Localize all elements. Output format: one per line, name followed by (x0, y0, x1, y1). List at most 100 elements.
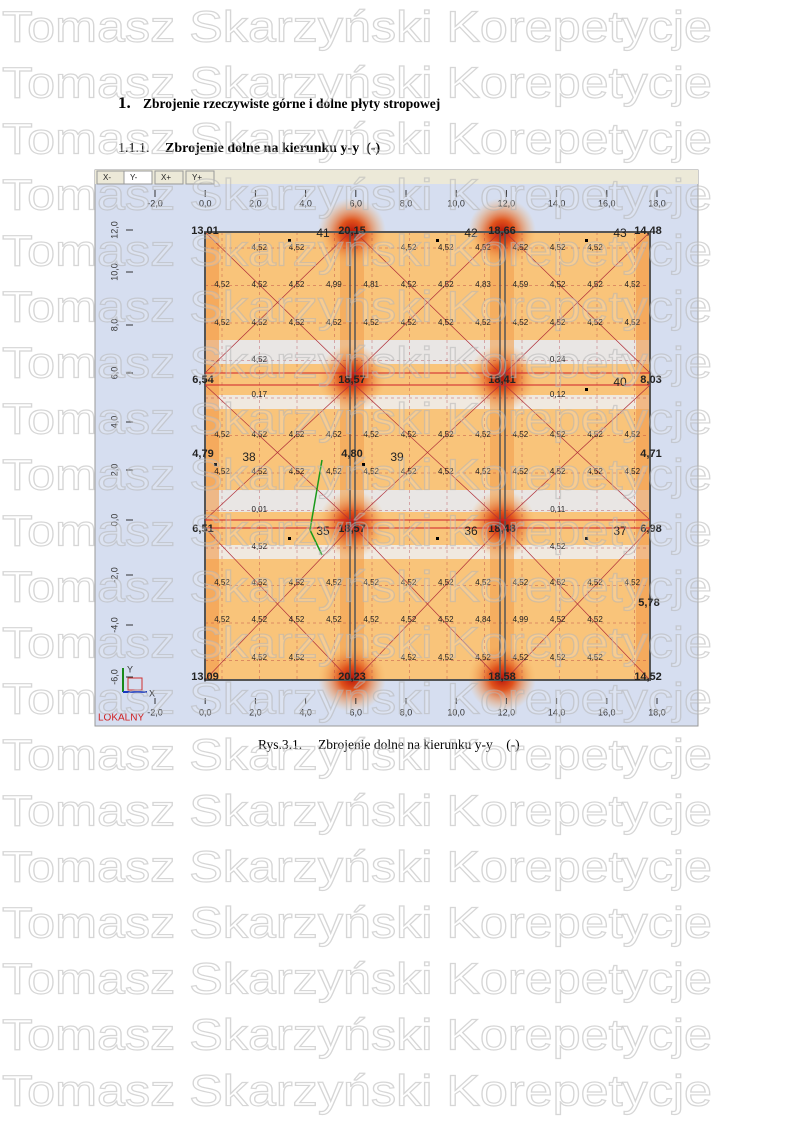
cell-value: 4,52 (252, 615, 268, 624)
node-value: 4,79 (192, 448, 213, 460)
x-axis-label: 18,0 (648, 198, 666, 208)
axis-box (127, 677, 143, 691)
cell-value: 4,52 (289, 318, 305, 327)
watermark: Tomasz Skarzyński Korepetycje (2, 283, 712, 332)
tab (154, 170, 184, 185)
cell-value: 4,52 (214, 280, 230, 289)
cell-value: 4,52 (401, 467, 417, 476)
node-value: 4,71 (640, 448, 661, 460)
x-axis-label: 6,0 (350, 198, 363, 208)
mesh-line (504, 384, 651, 521)
cell-value: 4,52 (252, 578, 268, 587)
cell-value: 4,52 (438, 243, 454, 252)
cell-value: 4,99 (513, 615, 529, 624)
cell-value: 4,52 (252, 653, 268, 662)
cell-value: 4,52 (550, 653, 566, 662)
cell-value: 4,52 (438, 467, 454, 476)
node-value: 5,78 (638, 597, 659, 609)
node-marker (288, 239, 291, 242)
mesh-line (204, 384, 351, 521)
node-number: 41 (316, 226, 330, 240)
x-axis-label: -2,0 (147, 198, 163, 208)
node-number: 37 (613, 524, 627, 538)
cell-value: 4,52 (289, 280, 305, 289)
x-axis-label: 4,0 (299, 707, 312, 717)
cell-value: 4,52 (252, 542, 268, 551)
cell-value: 4,52 (587, 653, 603, 662)
watermark: Tomasz Skarzyński Korepetycje (2, 1011, 712, 1060)
cell-value: 4,52 (363, 615, 379, 624)
x-axis-label: 10,0 (447, 198, 465, 208)
y-axis-label: -2,0 (109, 567, 119, 583)
cell-value: 4,52 (550, 615, 566, 624)
subheading-title: Zbrojenie dolne na kierunku y-y (-) (165, 141, 381, 156)
cell-value: 4,52 (513, 467, 529, 476)
cell-value: 4,52 (513, 318, 529, 327)
x-axis-label: 16,0 (598, 707, 616, 717)
figure: Y X LOKALNY X- Y- X+ Y+ -2,0 -2,0 0,0 0,0 2,0 2,0… (94, 169, 699, 727)
cell-value: 4,52 (214, 318, 230, 327)
axis-x-label: X (149, 688, 155, 698)
node-value: 18,57 (338, 523, 366, 535)
cell-value: 4,52 (252, 430, 268, 439)
watermark-layer: Tomasz Skarzyński Korepetycje Tomasz Skar… (1, 2, 712, 1116)
node-number: 38 (242, 450, 256, 464)
band (205, 545, 650, 559)
node-number: 42 (464, 226, 478, 240)
cell-value: 4,52 (475, 653, 491, 662)
watermark: Tomasz Skarzyński Korepetycje (2, 171, 712, 220)
cell-value: 4,52 (475, 430, 491, 439)
cell-value: 4,52 (625, 280, 641, 289)
watermark: Tomasz Skarzyński Korepetycje (2, 395, 712, 444)
mesh-line (354, 231, 501, 374)
node-marker (436, 537, 439, 540)
y-axis-label: 4,0 (109, 416, 119, 429)
cell-value: 4,52 (550, 318, 566, 327)
watermark: Tomasz Skarzyński Korepetycje (2, 675, 712, 724)
cell-value: 4,52 (326, 615, 342, 624)
cell-value: 4,52 (326, 578, 342, 587)
section-line (309, 459, 323, 556)
x-axis-label: -2,0 (147, 707, 163, 717)
cell-value: 4,52 (214, 615, 230, 624)
cell-value: 0,01 (252, 505, 268, 514)
cell-value: 4,52 (252, 318, 268, 327)
cell-value: 4,52 (550, 280, 566, 289)
cell-value: 4,52 (438, 615, 454, 624)
cell-value: 4,52 (625, 467, 641, 476)
hot-spot (468, 344, 536, 412)
watermark: Tomasz Skarzyński Korepetycje (2, 115, 712, 164)
watermark: Tomasz Skarzyński Korepetycje (2, 3, 712, 52)
cell-value: 4,52 (475, 467, 491, 476)
x-axis-label: 12,0 (498, 198, 516, 208)
cell-value: 4,52 (550, 430, 566, 439)
cell-value: 4,52 (289, 430, 305, 439)
mesh-line (504, 231, 651, 374)
watermark: Tomasz Skarzyński Korepetycje (2, 451, 712, 500)
coordinate-system: LOKALNY (98, 713, 144, 724)
caption-number: Rys.3.1. (258, 737, 302, 752)
cell-value: 4,52 (214, 578, 230, 587)
cell-value: 4,52 (252, 355, 268, 364)
node-value: 20,15 (338, 225, 366, 237)
x-axis-label: 14,0 (548, 198, 566, 208)
node-marker (436, 239, 439, 242)
node-value: 8,03 (640, 374, 661, 386)
cell-value: 4,52 (438, 653, 454, 662)
cell-value: 0,17 (252, 390, 268, 399)
cell-value: 4,52 (550, 578, 566, 587)
node-marker (585, 239, 588, 242)
cell-value: 4,52 (363, 318, 379, 327)
cell-value: 4,52 (550, 542, 566, 551)
cell-value: 4,52 (252, 243, 268, 252)
cell-value: 0,12 (550, 390, 566, 399)
watermark: Tomasz Skarzyński Korepetycje (2, 787, 712, 836)
watermark: Tomasz Skarzyński Korepetycje (2, 59, 712, 108)
subheading-number: 1.1.1. (118, 141, 150, 156)
cell-value: 4,52 (401, 578, 417, 587)
tab (185, 170, 215, 185)
cell-value: 4,52 (625, 430, 641, 439)
cell-value: 4,52 (401, 653, 417, 662)
